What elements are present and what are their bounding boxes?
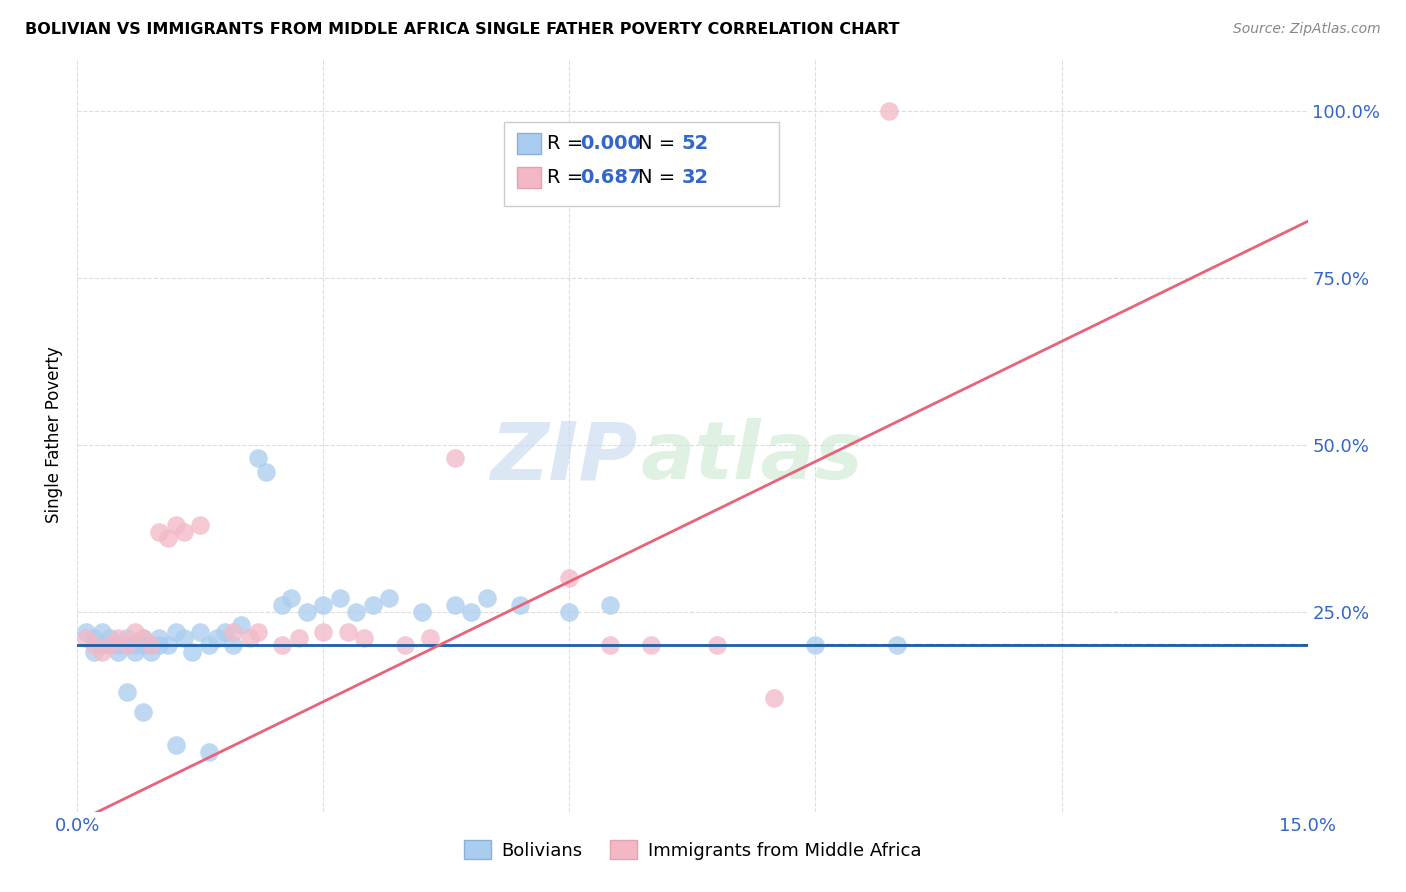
Y-axis label: Single Father Poverty: Single Father Poverty — [45, 346, 63, 524]
Point — [312, 598, 335, 612]
Point — [148, 638, 170, 652]
Point — [509, 598, 531, 612]
Text: R =: R = — [547, 169, 591, 187]
Point — [188, 624, 212, 639]
Point — [165, 517, 187, 532]
Point — [378, 591, 401, 606]
Text: R =: R = — [547, 134, 591, 153]
Text: BOLIVIAN VS IMMIGRANTS FROM MIDDLE AFRICA SINGLE FATHER POVERTY CORRELATION CHAR: BOLIVIAN VS IMMIGRANTS FROM MIDDLE AFRIC… — [25, 22, 900, 37]
Point — [98, 632, 121, 646]
Point — [246, 624, 269, 639]
Point — [879, 104, 901, 119]
Point — [132, 632, 155, 646]
Point — [599, 598, 621, 612]
Point — [165, 624, 187, 639]
Point — [83, 645, 105, 659]
Point — [558, 571, 581, 585]
Point — [477, 591, 499, 606]
Point — [148, 524, 170, 539]
Text: 0.000: 0.000 — [581, 134, 641, 153]
Point — [124, 645, 146, 659]
Point — [599, 638, 621, 652]
Point — [763, 691, 786, 706]
Point — [115, 684, 138, 698]
Point — [640, 638, 662, 652]
Point — [173, 524, 195, 539]
Point — [344, 605, 367, 619]
Text: 32: 32 — [682, 169, 709, 187]
Point — [132, 705, 155, 719]
Point — [83, 638, 105, 652]
Point — [90, 645, 114, 659]
Point — [141, 638, 163, 652]
Point — [75, 624, 97, 639]
Point — [804, 638, 827, 652]
Point — [90, 624, 114, 639]
Point — [706, 638, 728, 652]
Point — [239, 632, 262, 646]
Point — [205, 632, 228, 646]
Point — [197, 745, 219, 759]
Point — [222, 638, 245, 652]
Point — [156, 638, 179, 652]
Point — [886, 638, 908, 652]
Point — [222, 624, 245, 639]
Point — [231, 618, 253, 632]
Text: 0.687: 0.687 — [581, 169, 641, 187]
Point — [165, 738, 187, 752]
Point — [558, 605, 581, 619]
Text: N =: N = — [638, 134, 682, 153]
Point — [280, 591, 302, 606]
Point — [197, 638, 219, 652]
Point — [132, 638, 155, 652]
Point — [124, 624, 146, 639]
Point — [443, 451, 465, 466]
Point — [419, 632, 441, 646]
Point — [188, 517, 212, 532]
Point — [132, 632, 155, 646]
Point — [115, 638, 138, 652]
Point — [124, 638, 146, 652]
Point — [107, 632, 129, 646]
Point — [181, 645, 204, 659]
Text: N =: N = — [638, 169, 682, 187]
Point — [141, 645, 163, 659]
Point — [329, 591, 352, 606]
Point — [214, 624, 236, 639]
Point — [148, 632, 170, 646]
Point — [246, 451, 269, 466]
Point — [353, 632, 375, 646]
Point — [98, 638, 121, 652]
Point — [443, 598, 465, 612]
Text: ZIP: ZIP — [489, 418, 637, 497]
Point — [75, 632, 97, 646]
Point — [295, 605, 318, 619]
Point — [83, 632, 105, 646]
Point — [411, 605, 433, 619]
Point — [173, 632, 195, 646]
Point — [90, 638, 114, 652]
Point — [337, 624, 360, 639]
Text: atlas: atlas — [641, 418, 863, 497]
Point — [288, 632, 311, 646]
Point — [115, 632, 138, 646]
Point — [460, 605, 482, 619]
Legend: Bolivians, Immigrants from Middle Africa: Bolivians, Immigrants from Middle Africa — [457, 832, 928, 867]
Point — [312, 624, 335, 639]
Point — [98, 638, 121, 652]
Text: Source: ZipAtlas.com: Source: ZipAtlas.com — [1233, 22, 1381, 37]
Point — [156, 531, 179, 545]
Point — [254, 465, 277, 479]
Point — [361, 598, 384, 612]
Text: 52: 52 — [682, 134, 709, 153]
Point — [107, 645, 129, 659]
Point — [271, 598, 294, 612]
Point — [394, 638, 416, 652]
Point — [271, 638, 294, 652]
Point — [141, 638, 163, 652]
Point — [115, 638, 138, 652]
Point — [107, 638, 129, 652]
